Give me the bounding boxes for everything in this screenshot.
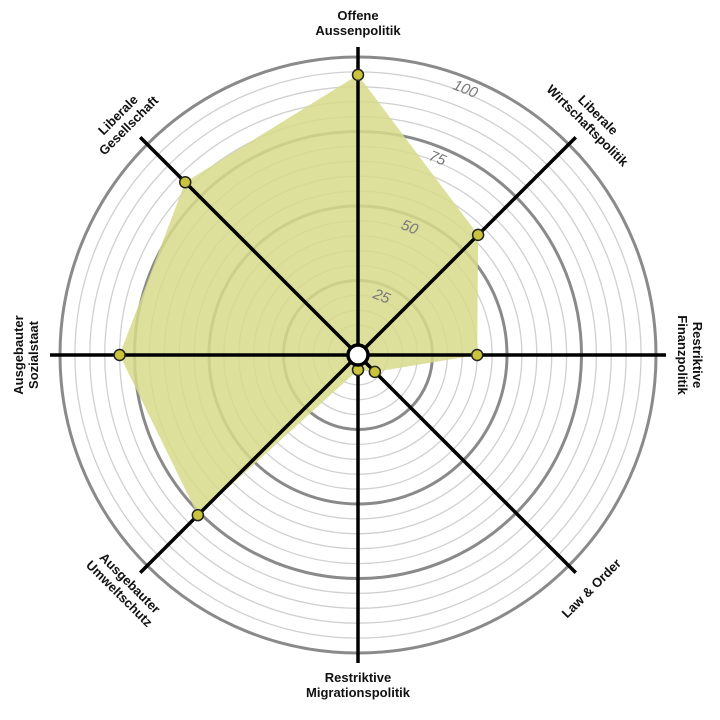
center-hole	[346, 343, 370, 367]
axis-line	[138, 135, 360, 357]
axis-line	[356, 135, 578, 357]
axis-label: Restriktive	[325, 670, 391, 685]
axis-label: Offene	[337, 8, 378, 23]
point	[471, 228, 485, 242]
axis-label: Restriktive	[690, 322, 705, 388]
tick-label: 50	[399, 216, 421, 238]
axis-label: Finanzpolitik	[675, 315, 690, 395]
point	[113, 348, 126, 362]
point	[368, 365, 382, 379]
axis-label-group: Ausgebauter Sozialstaat	[11, 315, 41, 394]
axis-line	[138, 353, 360, 575]
axis-label: Aussenpolitik	[315, 23, 401, 38]
tick-label: 75	[427, 147, 449, 169]
point	[178, 175, 192, 189]
point	[470, 348, 484, 362]
point	[191, 508, 205, 522]
axis-line	[356, 353, 578, 575]
tick-label: 25	[370, 285, 393, 308]
axis-label: Migrationspolitik	[306, 685, 411, 700]
point	[351, 68, 365, 82]
axis-label: Ausgebauter	[11, 315, 26, 394]
axis-label: Sozialstaat	[26, 320, 41, 389]
